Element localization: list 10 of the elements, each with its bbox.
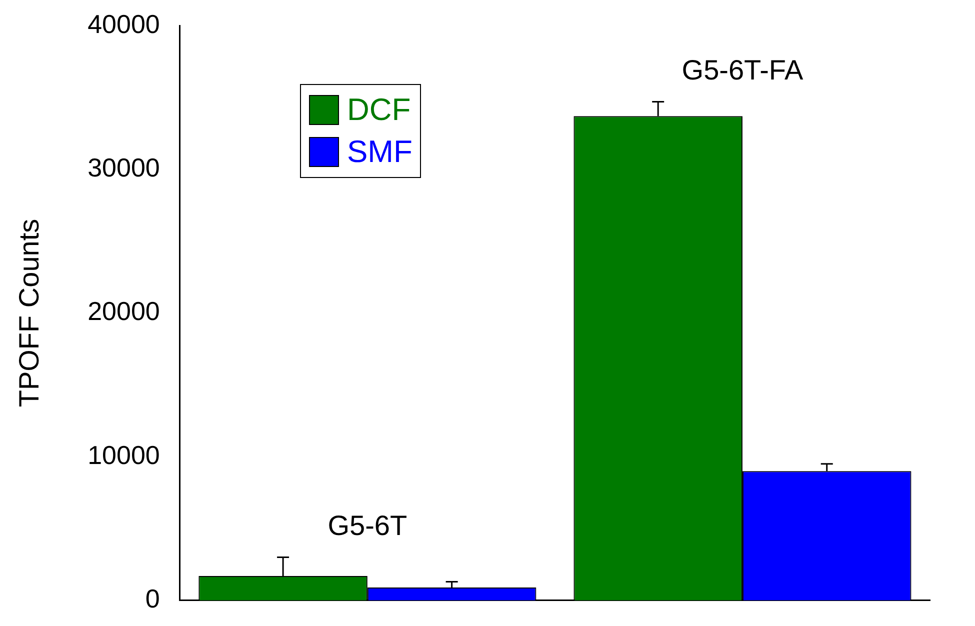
y-axis-title: TPOFF Counts [14,218,45,408]
x-tick-label: G5-6T [328,510,408,542]
legend-label: DCF [347,92,411,128]
y-tick-label: 20000 [88,296,160,326]
y-tick-label: 30000 [88,152,160,182]
y-tick-label: 40000 [88,8,160,39]
x-tick-label: G5-6T-FA [682,54,804,86]
y-tick-label: 10000 [88,440,160,470]
legend-label: SMF [347,134,412,170]
y-tick-label: 0 [145,584,160,614]
